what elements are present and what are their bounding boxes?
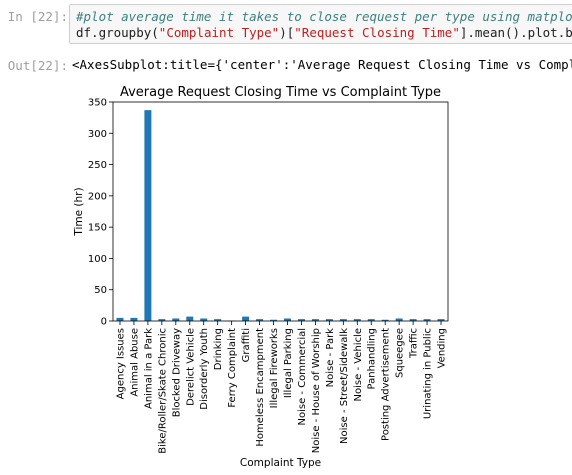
- y-tick-label: 350: [88, 98, 107, 109]
- chart-title: Average Request Closing Time vs Complain…: [120, 85, 441, 100]
- x-tick-label: Posting Advertisement: [381, 328, 392, 441]
- x-tick-label: Homeless Encampment: [255, 328, 266, 447]
- y-tick-label: 150: [88, 223, 107, 234]
- bar: [353, 319, 361, 321]
- x-tick-label: Noise - Street/Sidewalk: [339, 328, 350, 444]
- x-tick-label: Urinating in Public: [423, 328, 434, 419]
- bar: [214, 319, 222, 321]
- x-tick-label: Animal in a Park: [143, 328, 154, 409]
- code-comment: #plot average time it takes to close req…: [76, 9, 572, 24]
- code-string-complaint-type: "Complaint Type": [158, 25, 280, 40]
- bar: [144, 110, 152, 322]
- x-tick-label: Noise - House of Worship: [311, 328, 322, 453]
- bar: [172, 318, 180, 321]
- y-axis-label: Time (hr): [73, 187, 85, 236]
- code-suffix: ].mean().plot.bar(ti: [459, 25, 572, 40]
- bar: [311, 319, 319, 321]
- x-tick-label: Traffic: [409, 328, 420, 359]
- bar: [325, 319, 333, 321]
- code-string-closing-time: "Request Closing Time": [294, 25, 460, 40]
- y-tick-label: 50: [94, 285, 107, 296]
- bar: [423, 319, 431, 321]
- y-tick-label: 200: [88, 191, 107, 202]
- bar: [381, 319, 389, 321]
- x-tick-label: Ferry Complaint: [227, 328, 238, 408]
- x-tick-label: Squeegee: [395, 328, 406, 378]
- x-tick-label: Noise - Vehicle: [353, 328, 364, 401]
- bar: [242, 316, 250, 321]
- bar: [270, 319, 278, 321]
- x-tick-label: Vending: [437, 328, 448, 368]
- x-tick-label: Illegal Fireworks: [269, 328, 280, 408]
- output-repr: <AxesSubplot:title={'center':'Average Re…: [72, 57, 572, 72]
- y-tick-label: 0: [101, 317, 107, 328]
- bar: [395, 318, 403, 321]
- bar: [409, 319, 417, 321]
- x-tick-label: Bike/Roller/Skate Chronic: [157, 328, 168, 454]
- chart-output: Average Request Closing Time vs Complain…: [0, 78, 572, 475]
- x-tick-label: Drinking: [213, 328, 224, 370]
- code-prefix: df.groupby(: [76, 25, 159, 40]
- x-tick-label: Illegal Parking: [283, 328, 294, 398]
- x-tick-label: Disorderly Youth: [199, 328, 210, 410]
- x-tick-label: Derelict Vehicle: [185, 328, 196, 406]
- x-tick-label: Agency Issues: [115, 328, 126, 399]
- input-prompt: In [22]:: [7, 9, 68, 24]
- x-tick-label: Animal Abuse: [129, 328, 140, 397]
- code-cell[interactable]: #plot average time it takes to close req…: [69, 4, 572, 44]
- bar: [158, 319, 166, 321]
- y-tick-label: 250: [88, 160, 107, 171]
- x-tick-label: Noise - Park: [325, 328, 336, 388]
- bar: [283, 318, 291, 321]
- bar: [116, 317, 124, 321]
- code-mid: )[: [279, 25, 295, 40]
- x-axis-label: Complaint Type: [240, 457, 321, 469]
- x-tick-label: Blocked Driveway: [171, 328, 182, 417]
- bar: [256, 319, 264, 321]
- y-tick-label: 100: [88, 254, 107, 265]
- output-prompt: Out[22]:: [7, 58, 68, 73]
- bar-chart: Average Request Closing Time vs Complain…: [73, 85, 449, 469]
- bar: [437, 319, 445, 321]
- bar: [297, 319, 305, 321]
- bar: [339, 319, 347, 321]
- bar: [186, 316, 194, 321]
- code-statement: df.groupby("Complaint Type")["Request Cl…: [76, 25, 572, 40]
- bar: [200, 318, 208, 321]
- x-tick-label: Graffiti: [241, 328, 252, 362]
- bar: [367, 319, 375, 321]
- x-tick-label: Noise - Commercial: [297, 328, 308, 426]
- x-tick-label: Panhandling: [367, 328, 378, 389]
- y-tick-label: 300: [88, 129, 107, 140]
- plot-frame: [112, 101, 449, 322]
- bar: [130, 317, 138, 321]
